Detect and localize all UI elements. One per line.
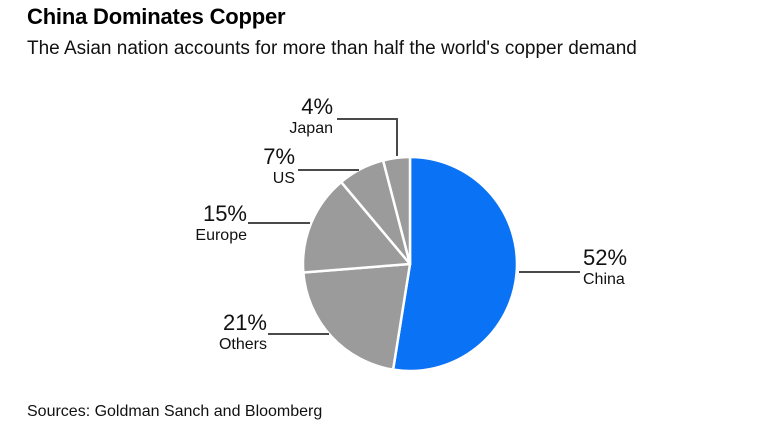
pie-label-others-name: Others [218,336,267,353]
pie-label-japan-value: 4% [301,94,333,119]
pie-label-others-value: 21% [222,310,267,335]
pie-slice-others [302,262,412,371]
pie-slice-europe [301,180,412,274]
source-note: Sources: Goldman Sanch and Bloomberg [27,403,323,420]
pie-label-china: 52% China [583,246,627,288]
pie-label-us-name: US [272,170,295,187]
pie-label-china-name: China [583,271,625,288]
pie-label-us-value: 7% [263,144,295,169]
pie-slice-china [391,155,519,373]
pie-label-us: 7% US [263,145,295,187]
pie-label-europe-name: Europe [195,227,247,244]
pie-label-japan: 4% Japan [289,95,333,137]
pie-label-europe-value: 15% [202,201,247,226]
pie-slice-japan [381,155,412,266]
pie-label-europe: 15% Europe [195,202,247,244]
pie-label-japan-name: Japan [289,120,333,137]
pie-label-china-value: 52% [583,245,628,270]
japan-leader-line [337,118,398,156]
pie-label-others: 21% Others [219,311,267,353]
chart-title: China Dominates Copper [27,4,286,29]
chart-subtitle: The Asian nation accounts for more than … [27,38,637,59]
